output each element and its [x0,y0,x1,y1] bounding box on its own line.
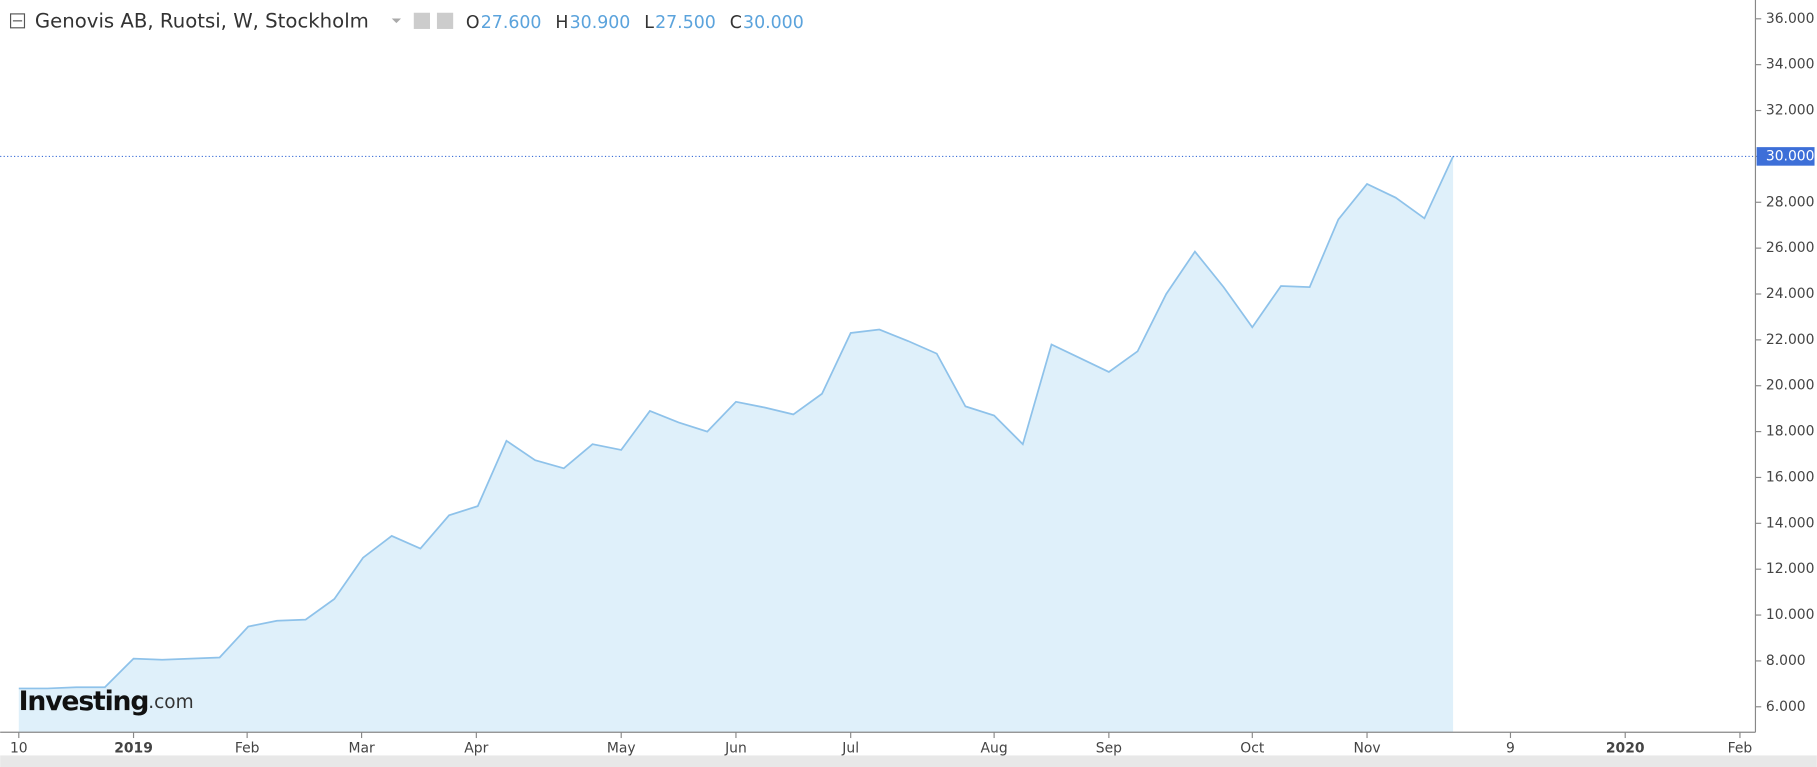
y-tick-label: 14.000 [1766,515,1815,531]
ohlc-key: O [466,13,480,33]
y-tick-label: 18.000 [1766,424,1815,440]
ohlc-key: C [730,13,742,33]
y-tick-label: 20.000 [1766,378,1815,394]
x-tick-label: Mar [348,740,374,756]
x-tick-label: Sep [1096,740,1122,756]
x-tick-label: Aug [981,740,1008,756]
x-tick-label: Feb [1728,740,1753,756]
eye-icon[interactable] [413,12,430,29]
area-fill [18,156,1454,733]
ohlc-value: 27.600 [481,13,542,33]
y-tick-label: 6.000 [1766,699,1806,715]
x-tick-label: 2019 [114,740,153,756]
ohlc-key: H [555,13,568,33]
logo: Investing.com [19,686,194,717]
plot-area [18,156,1454,733]
y-tick-label: 16.000 [1766,469,1815,485]
x-tick-label: Jun [724,740,747,756]
y-tick-label: 24.000 [1766,286,1815,302]
y-tick-label: 22.000 [1766,332,1815,348]
ohlc-value: 30.900 [570,13,631,33]
y-tick-label: 12.000 [1766,561,1815,577]
x-tick-label: Nov [1353,740,1380,756]
x-tick-label: 9 [1506,740,1515,756]
logo-suffix: .com [148,692,193,713]
x-tick-label: Apr [464,740,488,756]
area-line [18,156,1454,690]
ohlc-value: 30.000 [743,13,804,33]
ohlc-value: 27.500 [655,13,716,33]
y-tick-label: 10.000 [1766,607,1815,623]
ohlc-legend: O 27.600 H 30.900 L 27.500 C 30.000 [466,13,804,33]
last-price-badge [1756,147,1815,166]
ohlc-key: L [644,13,654,33]
x-tick-label: Jul [841,740,859,756]
dropdown-icon[interactable] [391,18,402,24]
y-tick-label: 32.000 [1766,103,1815,119]
x-tick-label: 10 [10,740,28,756]
last-price-label: 30.000 [1766,148,1815,164]
y-tick-label: 36.000 [1766,11,1815,27]
x-tick-label: May [607,740,636,756]
chart-title: Genovis AB, Ruotsi, W, Stockholm [35,10,369,33]
settings-icon[interactable] [436,12,454,29]
y-tick-label: 34.000 [1766,57,1815,73]
y-tick-label: 28.000 [1766,194,1815,210]
x-tick-label: 2020 [1606,740,1645,756]
y-tick-label: 8.000 [1766,653,1806,669]
scroll-strip [0,755,1817,767]
collapse-icon[interactable] [9,13,26,29]
y-tick-label: 26.000 [1766,240,1815,256]
x-tick-label: Feb [235,740,260,756]
x-tick-label: Oct [1240,740,1265,756]
logo-main: Investing [19,686,149,717]
